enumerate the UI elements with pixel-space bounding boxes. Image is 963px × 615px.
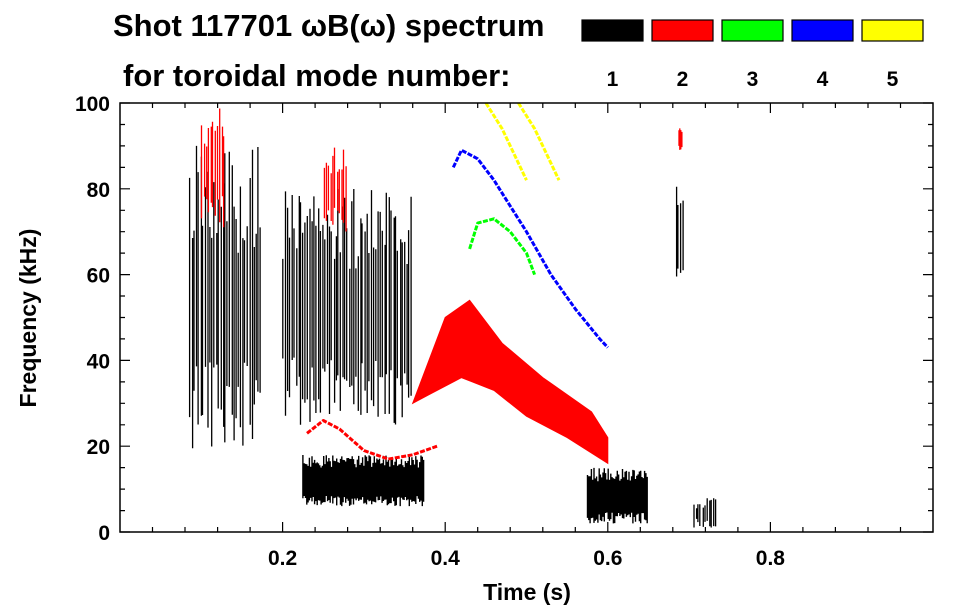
series-n5-mark-1 bbox=[517, 102, 561, 181]
y-tick-label: 100 bbox=[75, 93, 110, 116]
legend-label-2: 2 bbox=[677, 68, 689, 91]
series-n1 bbox=[188, 145, 717, 528]
y-tick-label: 80 bbox=[87, 179, 110, 202]
y-tick-label: 40 bbox=[87, 350, 110, 373]
series-n5-mark-0 bbox=[484, 102, 528, 181]
series-n2-mark-0 bbox=[306, 419, 438, 461]
legend-swatch-1 bbox=[581, 19, 644, 42]
x-tick-label: 0.6 bbox=[593, 547, 622, 570]
series-n1-mark-5 bbox=[693, 498, 717, 528]
series-n4-mark-0 bbox=[451, 148, 609, 349]
y-tick-label: 20 bbox=[87, 436, 110, 459]
series-n1-mark-2 bbox=[302, 455, 425, 507]
legend-swatch-2 bbox=[651, 19, 714, 42]
legend-label-5: 5 bbox=[887, 68, 899, 91]
series-n3-mark-0 bbox=[468, 217, 537, 276]
series-n4 bbox=[451, 148, 609, 349]
series-n2 bbox=[200, 108, 683, 465]
chart-title-line2: for toroidal mode number: bbox=[123, 58, 511, 93]
x-axis-label: Time (s) bbox=[483, 579, 571, 605]
series-n5 bbox=[484, 102, 561, 181]
plot-area bbox=[188, 102, 717, 528]
series-n2-mark-4 bbox=[678, 128, 683, 150]
series-n2-mark-3 bbox=[411, 299, 609, 465]
tick-marks bbox=[120, 102, 933, 533]
legend-swatch-5 bbox=[861, 19, 924, 42]
series-n2-mark-1 bbox=[200, 108, 225, 228]
legend-label-4: 4 bbox=[817, 68, 829, 91]
legend-swatch-3 bbox=[721, 19, 784, 42]
series-n1-mark-0 bbox=[188, 145, 261, 449]
series-n1-mark-1 bbox=[282, 189, 412, 425]
legend-swatch-4 bbox=[791, 19, 854, 42]
x-tick-label: 0.2 bbox=[268, 547, 297, 570]
axis-ticks: 0.2 0.4 0.6 0.8 0 20 40 60 80 100 bbox=[75, 93, 933, 570]
series-n3 bbox=[468, 217, 537, 276]
y-tick-label: 60 bbox=[87, 265, 110, 288]
series-n2-mark-2 bbox=[323, 147, 347, 232]
series-n1-mark-3 bbox=[586, 467, 648, 524]
y-axis-label: Frequency (kHz) bbox=[15, 229, 41, 408]
plot-frame bbox=[119, 102, 934, 533]
chart-title-line1: Shot 117701 ωB(ω) spectrum bbox=[113, 8, 544, 43]
x-tick-label: 0.8 bbox=[756, 547, 786, 570]
legend-label-1: 1 bbox=[607, 68, 619, 91]
legend: 1 2 3 4 5 bbox=[581, 19, 924, 91]
series-n1-mark-4 bbox=[675, 186, 684, 277]
y-tick-label: 0 bbox=[98, 522, 110, 545]
x-tick-label: 0.4 bbox=[431, 547, 461, 570]
legend-label-3: 3 bbox=[747, 68, 759, 91]
